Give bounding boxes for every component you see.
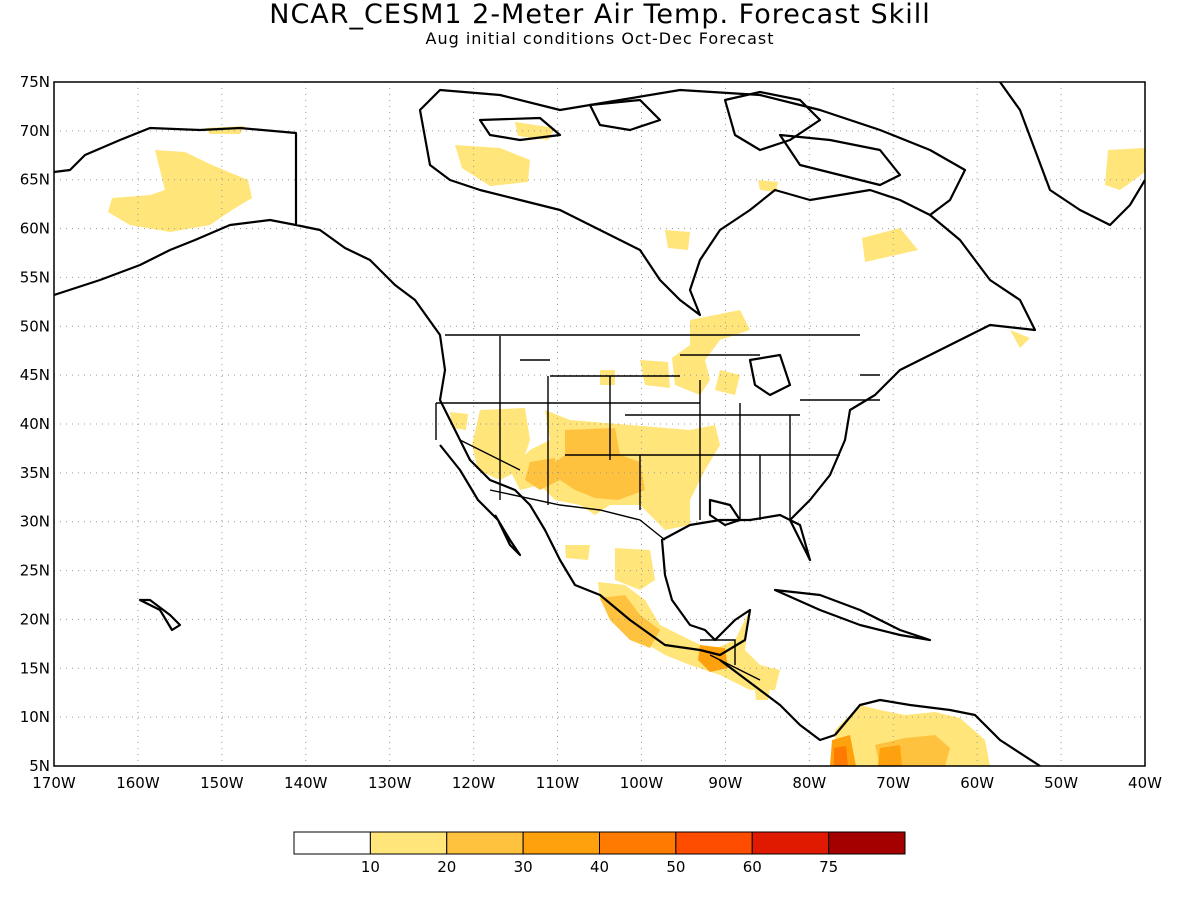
colorbar-label: 20 [437, 858, 456, 876]
lon-tick-label: 110W [536, 774, 580, 792]
political-borders [295, 133, 880, 681]
lon-tick-label: 150W [200, 774, 244, 792]
colorbar-swatch [599, 831, 677, 855]
lat-tick-label: 55N [20, 268, 50, 286]
colorbar-swatch [293, 831, 371, 855]
colorbar-swatch [369, 831, 448, 855]
lat-tick-label: 25N [20, 562, 50, 580]
lat-tick-label: 35N [20, 464, 50, 482]
colorbar-swatch [446, 831, 524, 855]
lat-tick-label: 75N [20, 73, 50, 91]
colorbar-label: 10 [361, 858, 380, 876]
colorbar-label: 60 [743, 858, 762, 876]
lon-tick-label: 60W [960, 774, 994, 792]
lat-tick-label: 60N [20, 220, 50, 238]
longitude-tick-labels: 170W 160W 150W 140W 130W 120W 110W 100W 90W 80W 70… [32, 774, 1162, 792]
lon-tick-label: 130W [368, 774, 412, 792]
colorbar-swatch [751, 831, 830, 855]
lat-tick-label: 40N [20, 415, 50, 433]
lon-tick-label: 70W [876, 774, 910, 792]
lat-tick-label: 30N [20, 513, 50, 531]
lon-tick-label: 170W [32, 774, 76, 792]
lat-tick-label: 50N [20, 317, 50, 335]
colorbar-label: 75 [819, 858, 838, 876]
map-title: NCAR_CESM1 2-Meter Air Temp. Forecast Sk… [269, 0, 931, 30]
colorbar-label: 50 [666, 858, 685, 876]
lon-tick-label: 160W [116, 774, 160, 792]
lat-tick-label: 45N [20, 366, 50, 384]
lat-tick-label: 20N [20, 610, 50, 628]
lon-tick-label: 100W [620, 774, 664, 792]
lat-tick-label: 15N [20, 659, 50, 677]
map-subtitle: Aug initial conditions Oct-Dec Forecast [425, 29, 775, 48]
lon-tick-label: 80W [792, 774, 826, 792]
lat-tick-label: 70N [20, 122, 50, 140]
colorbar-label: 30 [514, 858, 533, 876]
colorbar-label: 40 [590, 858, 609, 876]
coastlines [54, 82, 1145, 766]
lon-tick-label: 120W [452, 774, 496, 792]
colorbar-swatch [828, 831, 906, 855]
graticule [54, 82, 1145, 766]
lat-tick-label: 10N [20, 708, 50, 726]
lat-tick-label: 65N [20, 171, 50, 189]
colorbar: 10 20 30 40 50 60 75 [293, 831, 906, 876]
lon-tick-label: 50W [1044, 774, 1078, 792]
lon-tick-label: 40W [1128, 774, 1162, 792]
lon-tick-label: 90W [708, 774, 742, 792]
colorbar-swatch [675, 831, 753, 855]
lon-tick-label: 140W [284, 774, 328, 792]
latitude-tick-labels: 75N 70N 65N 60N 55N 50N 45N 40N 35N 30N 25N 20N 15N 1… [20, 73, 50, 775]
lat-tick-label: 5N [29, 757, 50, 775]
map-frame [53, 81, 1146, 767]
colorbar-swatch [522, 831, 600, 855]
